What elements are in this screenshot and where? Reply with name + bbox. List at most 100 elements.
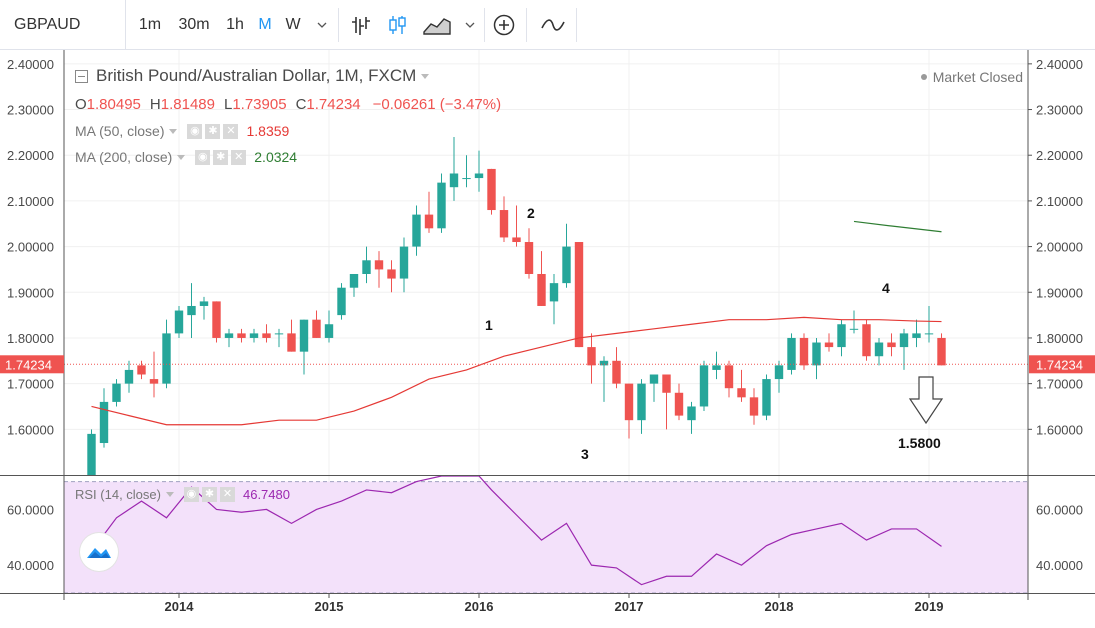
candle-body xyxy=(599,360,609,366)
last-price-label-left: 1.74234 xyxy=(5,357,52,372)
candle-style-button[interactable] xyxy=(382,12,412,38)
candle-body xyxy=(474,173,484,179)
symbol-search[interactable]: GBPAUD xyxy=(0,0,126,50)
candle-body xyxy=(787,337,796,370)
ohlc-row: O 1.80495 H 1.81489 L 1.73905 C 1.74234 −0.0… xyxy=(75,96,501,113)
compare-button[interactable] xyxy=(490,12,518,38)
price-tick-label-right: 2.30000 xyxy=(1036,103,1083,118)
candle-body xyxy=(562,246,571,284)
candle-body xyxy=(137,365,146,375)
candle-body xyxy=(537,273,546,306)
gear-icon[interactable]: ✱ xyxy=(205,123,221,139)
chart-style-dropdown-button[interactable] xyxy=(460,12,480,38)
low-value: 1.73905 xyxy=(232,96,287,113)
chart-title: British Pound/Australian Dollar, 1M, FXC… xyxy=(96,66,417,85)
candle-body xyxy=(774,365,784,380)
time-axis[interactable]: 2014 2015 2016 2017 2018 2019 xyxy=(165,594,944,614)
rsi-label: RSI (14, close) xyxy=(75,487,161,502)
toolbar-divider xyxy=(576,8,577,42)
wave-label-2: 2 xyxy=(527,205,535,221)
candle-body xyxy=(587,347,596,366)
ma50-legend[interactable]: MA (50, close) ◉ ✱ ✕ 1.8359 xyxy=(75,123,289,139)
eye-icon[interactable]: ◉ xyxy=(183,487,199,502)
candle-body xyxy=(662,374,671,393)
price-tick-label-left: 2.30000 xyxy=(7,103,54,118)
interval-dropdown-button[interactable] xyxy=(312,12,332,38)
chevron-down-icon[interactable] xyxy=(177,154,186,160)
price-tick-label-right: 2.00000 xyxy=(1036,240,1083,255)
wave-label-4: 4 xyxy=(882,280,890,296)
collapse-icon[interactable] xyxy=(75,69,88,83)
candle-body xyxy=(387,269,396,279)
rsi-value: 46.7480 xyxy=(242,487,290,502)
candle-body xyxy=(337,287,346,316)
candle-body xyxy=(574,242,584,348)
candle-body xyxy=(174,310,184,334)
price-tick-label-right: 2.40000 xyxy=(1036,57,1083,72)
gear-icon[interactable]: ✱ xyxy=(213,149,229,165)
bar-style-icon xyxy=(352,17,370,35)
tradingview-logo[interactable] xyxy=(80,533,118,571)
target-price-label: 1.5800 xyxy=(898,435,941,451)
rsi-legend[interactable]: RSI (14, close) ◉ ✱ ✕ 46.7480 xyxy=(75,487,290,502)
high-label: H xyxy=(149,96,161,113)
candle-body xyxy=(937,337,946,366)
candle-body xyxy=(524,242,534,274)
indicators-button[interactable] xyxy=(538,12,568,38)
close-icon[interactable]: ✕ xyxy=(223,123,239,139)
price-tick-label-left: 2.40000 xyxy=(7,57,54,72)
toolbar-divider xyxy=(338,8,339,42)
candle-body xyxy=(737,388,746,398)
candle-body xyxy=(499,210,509,238)
candle-body xyxy=(224,333,234,338)
candle-body xyxy=(424,214,434,229)
eye-icon[interactable]: ◉ xyxy=(187,123,203,139)
candle-body xyxy=(924,333,934,335)
candle-body xyxy=(124,369,134,384)
price-tick-label-right: 2.10000 xyxy=(1036,194,1083,209)
interval-monthly[interactable]: M xyxy=(258,16,272,33)
price-tick-label-right: 2.20000 xyxy=(1036,148,1083,163)
candle-body xyxy=(762,379,771,416)
wave-label-1: 1 xyxy=(485,317,493,333)
chevron-down-icon[interactable] xyxy=(165,492,174,497)
candle-body xyxy=(287,333,296,352)
chevron-down-icon xyxy=(317,22,327,28)
eye-icon[interactable]: ◉ xyxy=(195,149,211,165)
change-value: −0.06261 (−3.47%) xyxy=(372,96,502,113)
candle-body xyxy=(312,319,321,338)
price-axis-right[interactable]: 1.60000 1.70000 1.80000 1.90000 2.00000 2.100… xyxy=(1028,57,1083,437)
candle-body xyxy=(699,365,709,407)
candle-body xyxy=(887,342,896,348)
chevron-down-icon[interactable] xyxy=(421,73,430,79)
interval-weekly[interactable]: W xyxy=(285,16,301,33)
interval-1h[interactable]: 1h xyxy=(226,16,244,33)
chart-canvas[interactable]: 1.60000 1.70000 1.80000 1.90000 2.00000 2.100… xyxy=(0,50,1095,628)
chevron-down-icon xyxy=(465,22,475,28)
close-icon[interactable]: ✕ xyxy=(219,487,235,502)
rsi-tick-label-left: 40.0000 xyxy=(7,558,54,573)
interval-1m[interactable]: 1m xyxy=(138,16,162,33)
chevron-down-icon[interactable] xyxy=(169,128,178,134)
close-icon[interactable]: ✕ xyxy=(231,149,247,165)
area-style-icon xyxy=(423,18,451,35)
candle-body xyxy=(112,383,121,402)
bar-style-button[interactable] xyxy=(346,12,376,38)
price-axis-left[interactable]: 1.60000 1.70000 1.80000 1.90000 2.00000 2.100… xyxy=(7,57,54,437)
ma200-legend[interactable]: MA (200, close) ◉ ✱ ✕ 2.0324 xyxy=(75,149,297,165)
rsi-axis-right: 40.0000 60.0000 xyxy=(1036,502,1083,573)
time-tick-label: 2015 xyxy=(315,599,344,614)
candle-body xyxy=(912,333,921,338)
area-style-button[interactable] xyxy=(420,12,454,38)
rsi-tick-label-left: 60.0000 xyxy=(7,502,54,517)
price-tick-label-left: 1.70000 xyxy=(7,377,54,392)
gear-icon[interactable]: ✱ xyxy=(201,487,217,502)
candle-body xyxy=(274,333,284,335)
price-tick-label-left: 2.10000 xyxy=(7,194,54,209)
candle-body xyxy=(187,305,196,316)
candle-body xyxy=(687,406,696,421)
candle-body xyxy=(862,324,871,357)
price-tick-label-left: 1.80000 xyxy=(7,331,54,346)
interval-30m[interactable]: 30m xyxy=(178,16,210,33)
price-tick-label-right: 1.60000 xyxy=(1036,422,1083,437)
